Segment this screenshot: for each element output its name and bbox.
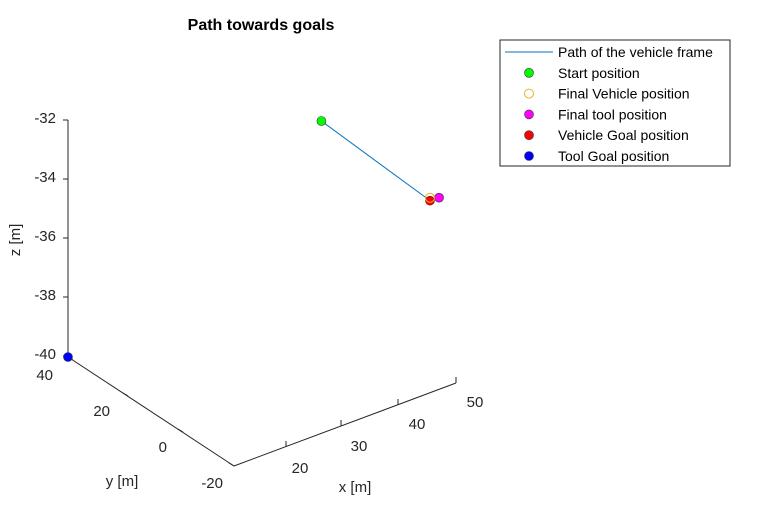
y-tick-label: -20	[201, 475, 223, 492]
vehicle-goal-position-marker	[425, 195, 435, 206]
x-ticks: 20 30 40 50	[285, 377, 484, 477]
legend-entry-label: Path of the vehicle frame	[558, 44, 713, 60]
x-tick-label: 30	[351, 438, 368, 455]
x-axis-line	[233, 382, 457, 467]
z-axis-label: z [m]	[7, 224, 24, 257]
legend-marker-swatch	[524, 109, 534, 120]
z-tick-label: -36	[34, 228, 56, 245]
legend-entry-label: Start position	[558, 65, 640, 81]
y-tick-mark	[177, 428, 184, 433]
chart-title: Path towards goals	[188, 17, 335, 34]
legend-entry-label: Final tool position	[558, 106, 667, 122]
y-tick-label: 40	[36, 367, 53, 384]
legend-marker-swatch	[524, 68, 534, 78]
z-ticks: -32 -34 -36 -38 -40	[34, 110, 68, 363]
y-axis-line	[67, 356, 235, 467]
y-tick-label: 0	[159, 439, 167, 456]
legend: Path of the vehicle frame Start position F…	[499, 39, 731, 167]
start-position-marker	[316, 116, 327, 126]
legend-entry-label: Vehicle Goal position	[558, 127, 689, 143]
y-axis-label: y [m]	[106, 473, 139, 490]
x-tick-label: 50	[467, 394, 484, 411]
z-tick-label: -34	[34, 169, 56, 186]
legend-marker-swatch	[524, 130, 534, 140]
z-tick-label: -40	[34, 346, 56, 363]
final-vehicle-position-marker	[425, 192, 435, 203]
x-tick-label: 20	[292, 460, 309, 477]
y-tick-label: 20	[93, 403, 110, 420]
y-ticks: -20 0 20 40	[36, 356, 235, 492]
legend-marker-swatch	[524, 151, 534, 161]
z-tick-label: -38	[34, 287, 56, 304]
x-tick-label: 40	[409, 416, 426, 433]
y-tick-mark	[228, 462, 235, 467]
tool-goal-position-marker	[63, 352, 73, 362]
z-tick-label: -32	[34, 110, 56, 127]
legend-entry-label: Final Vehicle position	[558, 86, 690, 102]
legend-entry-label: Tool Goal position	[558, 148, 669, 164]
vehicle-path-line	[321, 120, 431, 202]
x-axis-label: x [m]	[339, 479, 372, 496]
final-tool-position-marker	[434, 192, 444, 203]
y-tick-mark	[122, 392, 129, 397]
legend-marker-swatch	[524, 88, 534, 99]
data-layer	[63, 116, 444, 362]
legend-box	[499, 39, 731, 167]
